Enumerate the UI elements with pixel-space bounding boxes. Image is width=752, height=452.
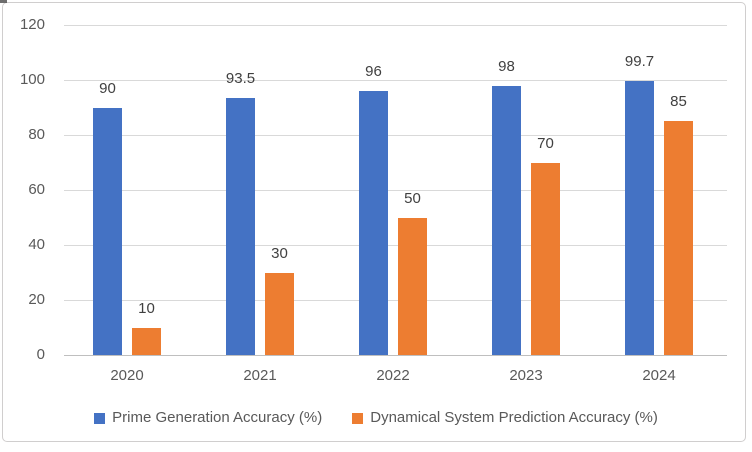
legend-item: Prime Generation Accuracy (%) xyxy=(94,409,322,427)
x-axis-line xyxy=(64,355,727,356)
legend-swatch xyxy=(94,412,106,424)
bar-dynamical-2023 xyxy=(531,162,560,355)
bar-value-label: 99.7 xyxy=(624,52,655,70)
bar-value-label: 85 xyxy=(670,93,687,111)
legend-label: Prime Generation Accuracy (%) xyxy=(112,409,323,426)
y-axis-tick-label: 80 xyxy=(28,126,45,143)
y-axis-tick-label: 20 xyxy=(28,291,45,308)
y-axis-tick-label: 100 xyxy=(19,71,45,88)
gridline xyxy=(64,245,727,246)
bar-prime-2024 xyxy=(625,80,654,355)
bar-prime-2022 xyxy=(359,91,388,355)
bar-value-label: 90 xyxy=(99,79,116,97)
screenshot-artifact xyxy=(0,0,7,3)
legend-item: Dynamical System Prediction Accuracy (%) xyxy=(352,409,658,427)
legend-label: Dynamical System Prediction Accuracy (%) xyxy=(370,409,658,426)
y-axis-tick-label: 40 xyxy=(28,236,45,253)
x-axis-tick-label: 2021 xyxy=(243,367,277,384)
bar-dynamical-2021 xyxy=(265,272,294,355)
bar-value-label: 30 xyxy=(271,244,288,262)
y-axis-tick-label: 60 xyxy=(28,181,45,198)
gridline xyxy=(64,190,727,191)
gridline xyxy=(64,300,727,301)
x-axis-tick-label: 2023 xyxy=(509,367,543,384)
legend-swatch xyxy=(352,412,364,424)
bar-value-label: 10 xyxy=(138,299,155,317)
bar-value-label: 50 xyxy=(404,189,421,207)
bar-prime-2023 xyxy=(492,85,521,355)
bar-value-label: 98 xyxy=(498,57,515,75)
x-axis-tick-label: 2024 xyxy=(642,367,676,384)
bar-dynamical-2022 xyxy=(398,217,427,355)
bar-value-label: 96 xyxy=(365,63,382,80)
y-axis-tick-label: 120 xyxy=(19,16,45,33)
bar-value-label: 70 xyxy=(537,134,554,152)
bar-prime-2020 xyxy=(93,107,122,355)
gridline xyxy=(64,135,727,136)
bar-dynamical-2024 xyxy=(664,121,693,355)
y-axis-tick-label: 0 xyxy=(36,346,45,363)
bar-prime-2021 xyxy=(226,97,255,355)
x-axis-tick-label: 2020 xyxy=(110,367,144,384)
gridline xyxy=(64,80,727,81)
legend: Prime Generation Accuracy (%) Dynamical S… xyxy=(0,409,752,427)
bar-value-label: 93.5 xyxy=(225,69,256,87)
x-axis-tick-label: 2022 xyxy=(376,367,410,384)
gridline xyxy=(64,25,727,26)
bar-dynamical-2020 xyxy=(132,327,161,355)
